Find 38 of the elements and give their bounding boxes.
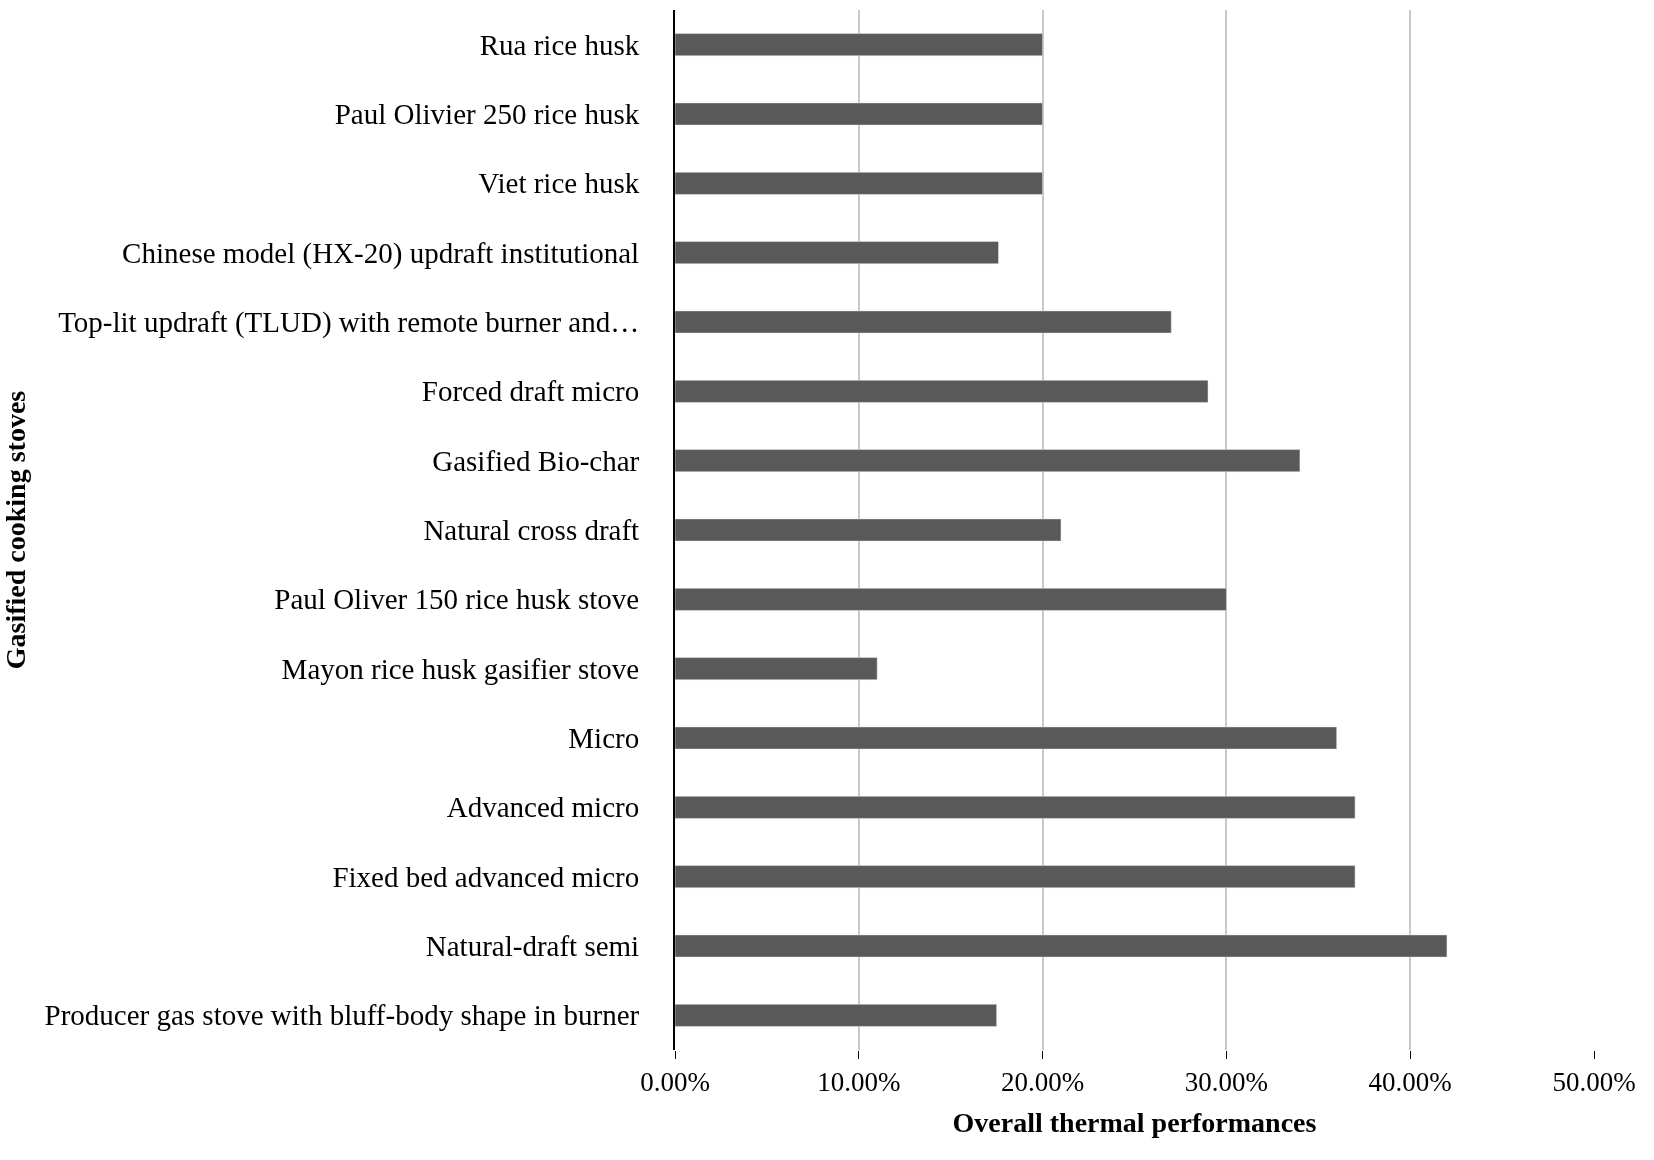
y-tick-label: Mayon rice husk gasifier stove (281, 652, 640, 685)
bar (675, 726, 1337, 750)
bar (675, 379, 1209, 403)
y-tick-label: Gasified Bio-char (432, 444, 640, 477)
bar (675, 449, 1301, 473)
bar (675, 171, 1043, 195)
y-tick-label: Natural cross draft (423, 514, 640, 547)
bar (675, 1003, 997, 1027)
bar (675, 241, 999, 265)
bar (675, 865, 1356, 889)
y-tick-label: Top-lit updraft (TLUD) with remote burner and… (58, 306, 640, 340)
y-tick-label: Micro (568, 722, 640, 755)
bar (675, 795, 1356, 819)
y-tick-label: Rua rice husk (479, 28, 640, 61)
y-tick-label: Paul Olivier 250 rice husk (334, 98, 640, 131)
bar (675, 33, 1043, 57)
y-tick-label: Natural-draft semi (425, 930, 640, 963)
y-axis-title: Gasified cooking stoves (0, 390, 31, 670)
bar (675, 934, 1448, 958)
x-tick-label: 20.00% (1000, 1067, 1085, 1098)
x-tick-label: 50.00% (1552, 1067, 1636, 1098)
x-axis-title: Overall thermal performances (952, 1106, 1317, 1138)
bar (675, 587, 1227, 611)
x-tick-label: 30.00% (1184, 1067, 1269, 1098)
y-tick-label: Paul Oliver 150 rice husk stove (274, 583, 640, 616)
y-tick-label: Producer gas stove with bluff-body shape in burner (44, 999, 640, 1032)
y-tick-label: Fixed bed advanced micro (332, 860, 640, 893)
bar (675, 310, 1172, 334)
y-tick-label: Forced draft micro (421, 375, 640, 408)
bar (675, 657, 878, 681)
x-tick-label: 10.00% (817, 1067, 901, 1098)
y-tick-label: Chinese model (HX-20) updraft institutional (122, 236, 640, 270)
y-tick-label: Viet rice husk (478, 167, 640, 200)
bar (675, 102, 1043, 126)
x-tick-label: 40.00% (1368, 1067, 1452, 1098)
x-tick-label: 0.00% (640, 1067, 710, 1098)
bar (675, 518, 1062, 542)
y-tick-label: Advanced micro (446, 791, 640, 824)
